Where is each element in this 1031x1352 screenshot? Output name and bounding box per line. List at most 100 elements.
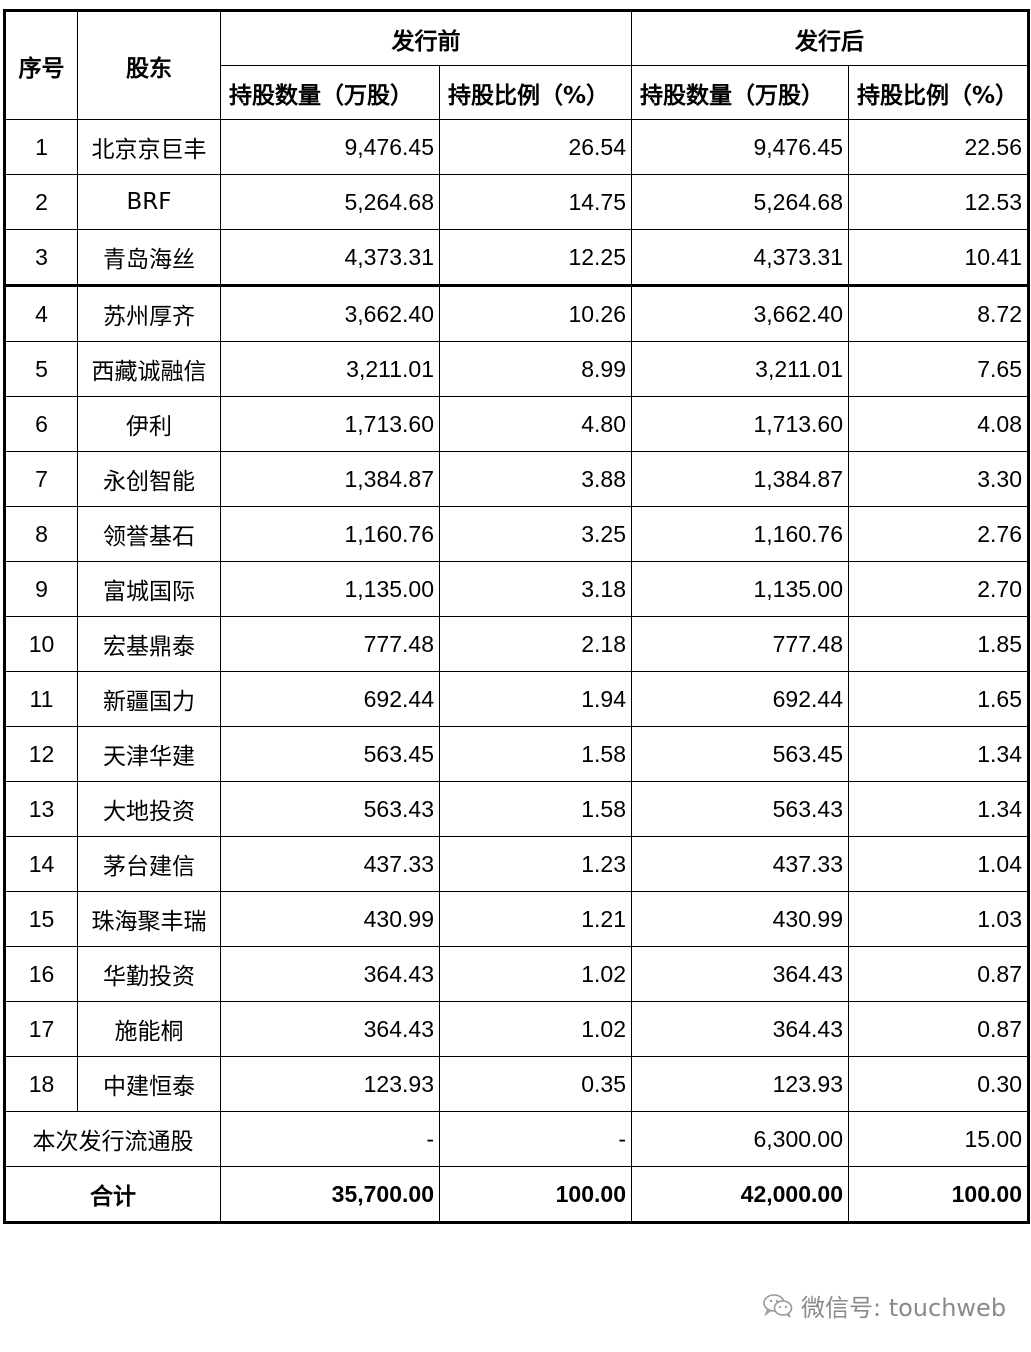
- row-after-qty: 3,662.40: [631, 285, 849, 342]
- row-no: 8: [4, 506, 78, 562]
- row-before-qty: 1,160.76: [220, 506, 440, 562]
- row-after-pct: 8.72: [848, 285, 1029, 342]
- row-no: 9: [4, 561, 78, 617]
- row-after-pct: 22.56: [848, 119, 1029, 175]
- row-after-qty: 123.93: [631, 1056, 849, 1112]
- row-before-qty: 364.43: [220, 1001, 440, 1057]
- row-after-pct: 0.30: [848, 1056, 1029, 1112]
- row-before-pct: 8.99: [439, 341, 632, 397]
- row-after-pct: 10.41: [848, 229, 1029, 287]
- row-after-pct: 0.87: [848, 1001, 1029, 1057]
- row-after-pct: 2.70: [848, 561, 1029, 617]
- table-row: 3 青岛海丝 4,373.31 12.25 4,373.31 10.41: [4, 229, 1029, 287]
- row-before-qty: 1,384.87: [220, 451, 440, 507]
- row-no: 1: [4, 119, 78, 175]
- col-header-before-qty: 持股数量（万股）: [220, 65, 440, 120]
- table-body: 1 北京京巨丰 9,476.45 26.54 9,476.45 22.56 2 BRF 5,26…: [4, 119, 1029, 1112]
- table-row: 10 宏基鼎泰 777.48 2.18 777.48 1.85: [4, 616, 1029, 672]
- row-no: 2: [4, 174, 78, 230]
- row-before-qty: 563.45: [220, 726, 440, 782]
- row-after-qty: 4,373.31: [631, 229, 849, 287]
- row-holder-name: 宏基鼎泰: [77, 616, 221, 672]
- row-after-pct: 4.08: [848, 396, 1029, 452]
- row-no: 18: [4, 1056, 78, 1112]
- row-after-qty: 364.43: [631, 1001, 849, 1057]
- row-before-qty: 5,264.68: [220, 174, 440, 230]
- row-after-qty: 563.43: [631, 781, 849, 837]
- shareholder-table: 序号 股东 发行前 发行后 持股数量（万股） 持股比例（%） 持股数量（万股） …: [3, 9, 1030, 1224]
- row-holder-name: 富城国际: [77, 561, 221, 617]
- circulating-row: 本次发行流通股 - - 6,300.00 15.00: [4, 1111, 1029, 1167]
- row-before-qty: 123.93: [220, 1056, 440, 1112]
- circulating-label: 本次发行流通股: [4, 1111, 221, 1167]
- row-holder-name: 伊利: [77, 396, 221, 452]
- table-row: 5 西藏诚融信 3,211.01 8.99 3,211.01 7.65: [4, 341, 1029, 397]
- row-no: 14: [4, 836, 78, 892]
- row-before-pct: 0.35: [439, 1056, 632, 1112]
- group-header-after: 发行后: [631, 10, 1029, 66]
- row-after-pct: 1.65: [848, 671, 1029, 727]
- table-row: 9 富城国际 1,135.00 3.18 1,135.00 2.70: [4, 561, 1029, 617]
- row-holder-name: 西藏诚融信: [77, 341, 221, 397]
- row-holder-name: 施能桐: [77, 1001, 221, 1057]
- row-no: 7: [4, 451, 78, 507]
- row-holder-name: 天津华建: [77, 726, 221, 782]
- total-row: 合计 35,700.00 100.00 42,000.00 100.00: [4, 1166, 1029, 1223]
- table-row: 14 茅台建信 437.33 1.23 437.33 1.04: [4, 836, 1029, 892]
- row-holder-name: 茅台建信: [77, 836, 221, 892]
- row-after-pct: 12.53: [848, 174, 1029, 230]
- circulating-after-qty: 6,300.00: [631, 1111, 849, 1167]
- row-holder-name: 新疆国力: [77, 671, 221, 727]
- row-after-qty: 692.44: [631, 671, 849, 727]
- total-after-qty: 42,000.00: [631, 1166, 849, 1223]
- table-row: 11 新疆国力 692.44 1.94 692.44 1.65: [4, 671, 1029, 727]
- row-after-qty: 9,476.45: [631, 119, 849, 175]
- row-before-qty: 3,662.40: [220, 285, 440, 342]
- row-after-pct: 1.34: [848, 726, 1029, 782]
- table-row: 4 苏州厚齐 3,662.40 10.26 3,662.40 8.72: [4, 285, 1029, 342]
- total-before-pct: 100.00: [439, 1166, 632, 1223]
- row-after-qty: 777.48: [631, 616, 849, 672]
- row-before-qty: 563.43: [220, 781, 440, 837]
- row-after-pct: 1.85: [848, 616, 1029, 672]
- row-before-qty: 4,373.31: [220, 229, 440, 287]
- row-after-pct: 3.30: [848, 451, 1029, 507]
- row-after-pct: 1.34: [848, 781, 1029, 837]
- table-row: 7 永创智能 1,384.87 3.88 1,384.87 3.30: [4, 451, 1029, 507]
- row-before-pct: 1.02: [439, 1001, 632, 1057]
- row-no: 3: [4, 229, 78, 287]
- row-before-qty: 9,476.45: [220, 119, 440, 175]
- table-row: 2 BRF 5,264.68 14.75 5,264.68 12.53: [4, 174, 1029, 230]
- watermark: 微信号: touchweb: [763, 1288, 1006, 1323]
- total-label: 合计: [4, 1166, 221, 1223]
- row-before-pct: 1.21: [439, 891, 632, 947]
- row-no: 6: [4, 396, 78, 452]
- col-header-before-pct: 持股比例（%）: [439, 65, 632, 120]
- row-after-qty: 364.43: [631, 946, 849, 1002]
- row-after-qty: 1,713.60: [631, 396, 849, 452]
- row-after-qty: 5,264.68: [631, 174, 849, 230]
- total-after-pct: 100.00: [848, 1166, 1029, 1223]
- col-header-no: 序号: [4, 10, 78, 120]
- row-no: 5: [4, 341, 78, 397]
- row-no: 15: [4, 891, 78, 947]
- table-row: 1 北京京巨丰 9,476.45 26.54 9,476.45 22.56: [4, 119, 1029, 175]
- row-after-qty: 3,211.01: [631, 341, 849, 397]
- row-before-pct: 26.54: [439, 119, 632, 175]
- row-holder-name: 领誉基石: [77, 506, 221, 562]
- row-before-qty: 692.44: [220, 671, 440, 727]
- circulating-before-qty: -: [220, 1111, 440, 1167]
- row-before-pct: 1.58: [439, 781, 632, 837]
- row-before-qty: 1,713.60: [220, 396, 440, 452]
- circulating-before-pct: -: [439, 1111, 632, 1167]
- row-no: 4: [4, 285, 78, 342]
- row-after-qty: 1,384.87: [631, 451, 849, 507]
- watermark-text: 微信号: touchweb: [801, 1294, 1007, 1322]
- row-before-pct: 1.02: [439, 946, 632, 1002]
- row-holder-name: 中建恒泰: [77, 1056, 221, 1112]
- row-holder-name: 大地投资: [77, 781, 221, 837]
- wechat-icon: [763, 1293, 793, 1318]
- row-before-pct: 3.25: [439, 506, 632, 562]
- total-before-qty: 35,700.00: [220, 1166, 440, 1223]
- row-no: 16: [4, 946, 78, 1002]
